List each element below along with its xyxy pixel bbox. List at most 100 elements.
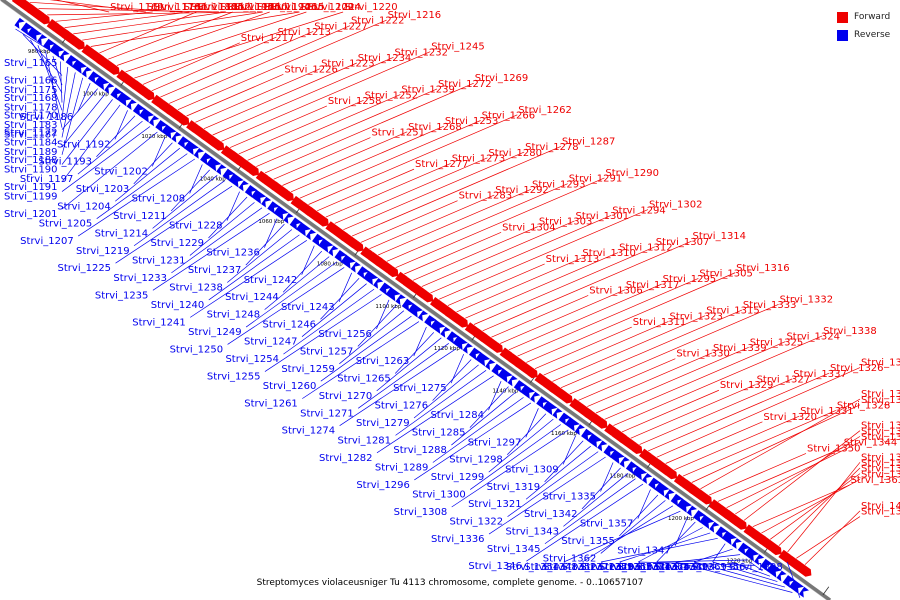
reverse-gene-label: Strvi_1276: [375, 401, 429, 412]
forward-gene: [619, 434, 638, 451]
forward-gene-label: Strvi_1222: [351, 16, 405, 27]
forward-gene: [235, 156, 254, 173]
forward-leader: [700, 398, 861, 490]
forward-gene-label: Strvi_1195: [220, 2, 274, 13]
reverse-gene-label: Strvi_1359: [580, 562, 634, 573]
reverse-gene: [642, 473, 653, 484]
forward-gene: [305, 206, 324, 223]
reverse-leader: [264, 256, 330, 310]
reverse-gene-label: Strvi_1369: [673, 562, 727, 573]
reverse-leader: [37, 45, 63, 111]
legend: Forward Reverse: [837, 8, 899, 44]
forward-leader: [656, 367, 861, 458]
forward-leader: [395, 177, 605, 269]
reverse-gene-label: Strvi_1246: [263, 319, 317, 330]
reverse-gene-label: Strvi_1308: [394, 507, 448, 518]
forward-leader: [73, 11, 227, 35]
reverse-gene: [491, 363, 504, 377]
forward-gene-label: Strvi_1310: [582, 248, 636, 259]
forward-gene: [108, 64, 120, 75]
reverse-label-group: Strvi_1165 Strvi_1166 Strvi_1168 Strvi_1170…: [4, 28, 801, 599]
reverse-swatch: [837, 29, 848, 41]
reverse-gene: [305, 229, 316, 241]
forward-gene-label: Strvi_1311: [633, 317, 687, 328]
reverse-gene: [318, 238, 334, 253]
reverse-gene-label: Strvi_1166: [4, 75, 58, 86]
reverse-gene-label: Strvi_1204: [57, 201, 111, 212]
forward-gene-label: Strvi_1337: [793, 369, 847, 380]
reverse-gene: [408, 303, 423, 318]
forward-gene: [527, 367, 538, 379]
reverse-gene: [379, 282, 392, 296]
forward-leader: [343, 151, 525, 231]
forward-gene: [445, 307, 463, 324]
forward-gene: [270, 181, 289, 198]
forward-gene-label: Strvi_1368: [861, 421, 900, 432]
forward-leader: [308, 114, 518, 205]
forward-gene-label: Strvi_1287: [562, 136, 616, 147]
reverse-gene: [312, 233, 325, 247]
forward-gene-label: Strvi_1332: [780, 294, 834, 305]
forward-gene-label: Strvi_1169: [110, 2, 164, 13]
forward-gene: [723, 510, 742, 527]
forward-gene-label: Strvi_1223: [321, 59, 375, 70]
reverse-leader: [488, 456, 606, 535]
reverse-gene: [632, 465, 648, 481]
forward-leader: [769, 473, 861, 540]
reverse-gene-label: Strvi_1274: [282, 426, 336, 437]
forward-gene: [492, 342, 503, 353]
forward-gene: [61, 29, 80, 46]
reverse-gene: [357, 266, 370, 279]
forward-gene: [178, 114, 190, 126]
forward-gene: [340, 232, 359, 249]
reverse-gene-label: Strvi_1188: [4, 155, 58, 166]
reverse-gene: [417, 310, 429, 322]
forward-leader: [160, 31, 314, 98]
reverse-gene-label: Strvi_1165: [4, 58, 58, 69]
forward-leader: [691, 404, 861, 483]
forward-leader: [787, 462, 861, 553]
forward-gene-label: Strvi_1317: [626, 280, 680, 291]
reverse-leader: [619, 532, 711, 563]
tick-label: 1060 kbp: [258, 219, 284, 225]
forward-leader: [247, 94, 401, 161]
reverse-leader: [414, 402, 532, 481]
forward-gene-label: Strvi_1376: [861, 464, 900, 475]
reverse-gene: [715, 526, 729, 539]
reverse-leader: [488, 418, 554, 473]
forward-gene-label: Strvi_1283: [459, 191, 513, 202]
reverse-leader: [283, 288, 375, 355]
reverse-gene-label: Strvi_1168: [4, 93, 58, 104]
reverse-leader: [525, 445, 591, 500]
forward-gene: [561, 392, 573, 404]
reverse-gene: [731, 538, 742, 549]
forward-leader: [761, 479, 861, 534]
reverse-gene: [462, 343, 473, 354]
reverse-gene: [530, 391, 541, 403]
forward-gene: [549, 383, 568, 400]
forward-gene-label: Strvi_1217: [241, 33, 295, 44]
forward-gene-label: Strvi_1323: [669, 311, 723, 322]
reverse-leader: [469, 386, 509, 428]
reverse-gene-label: Strvi_1189: [4, 147, 58, 158]
reverse-leader: [693, 548, 733, 563]
reverse-leader: [544, 440, 584, 483]
reverse-gene: [328, 245, 339, 257]
reverse-leader: [52, 55, 63, 86]
forward-leader: [325, 163, 451, 218]
forward-gene-label: Strvi_1363: [851, 475, 900, 486]
reverse-gene-label: Strvi_1288: [393, 445, 447, 456]
forward-gene-label: Strvi_1294: [612, 205, 666, 216]
reverse-leader: [320, 277, 360, 320]
reverse-gene: [552, 408, 563, 419]
reverse-gene: [350, 261, 361, 273]
reverse-gene: [104, 83, 115, 94]
forward-gene-label: Strvi_1226: [284, 64, 338, 75]
reverse-gene: [132, 103, 146, 117]
forward-leader: [177, 19, 387, 111]
forward-leader: [256, 88, 438, 167]
reverse-gene: [693, 510, 706, 523]
forward-gene-label: Strvi_1351: [861, 389, 900, 400]
forward-leader: [360, 200, 458, 243]
reverse-gene: [244, 185, 258, 198]
